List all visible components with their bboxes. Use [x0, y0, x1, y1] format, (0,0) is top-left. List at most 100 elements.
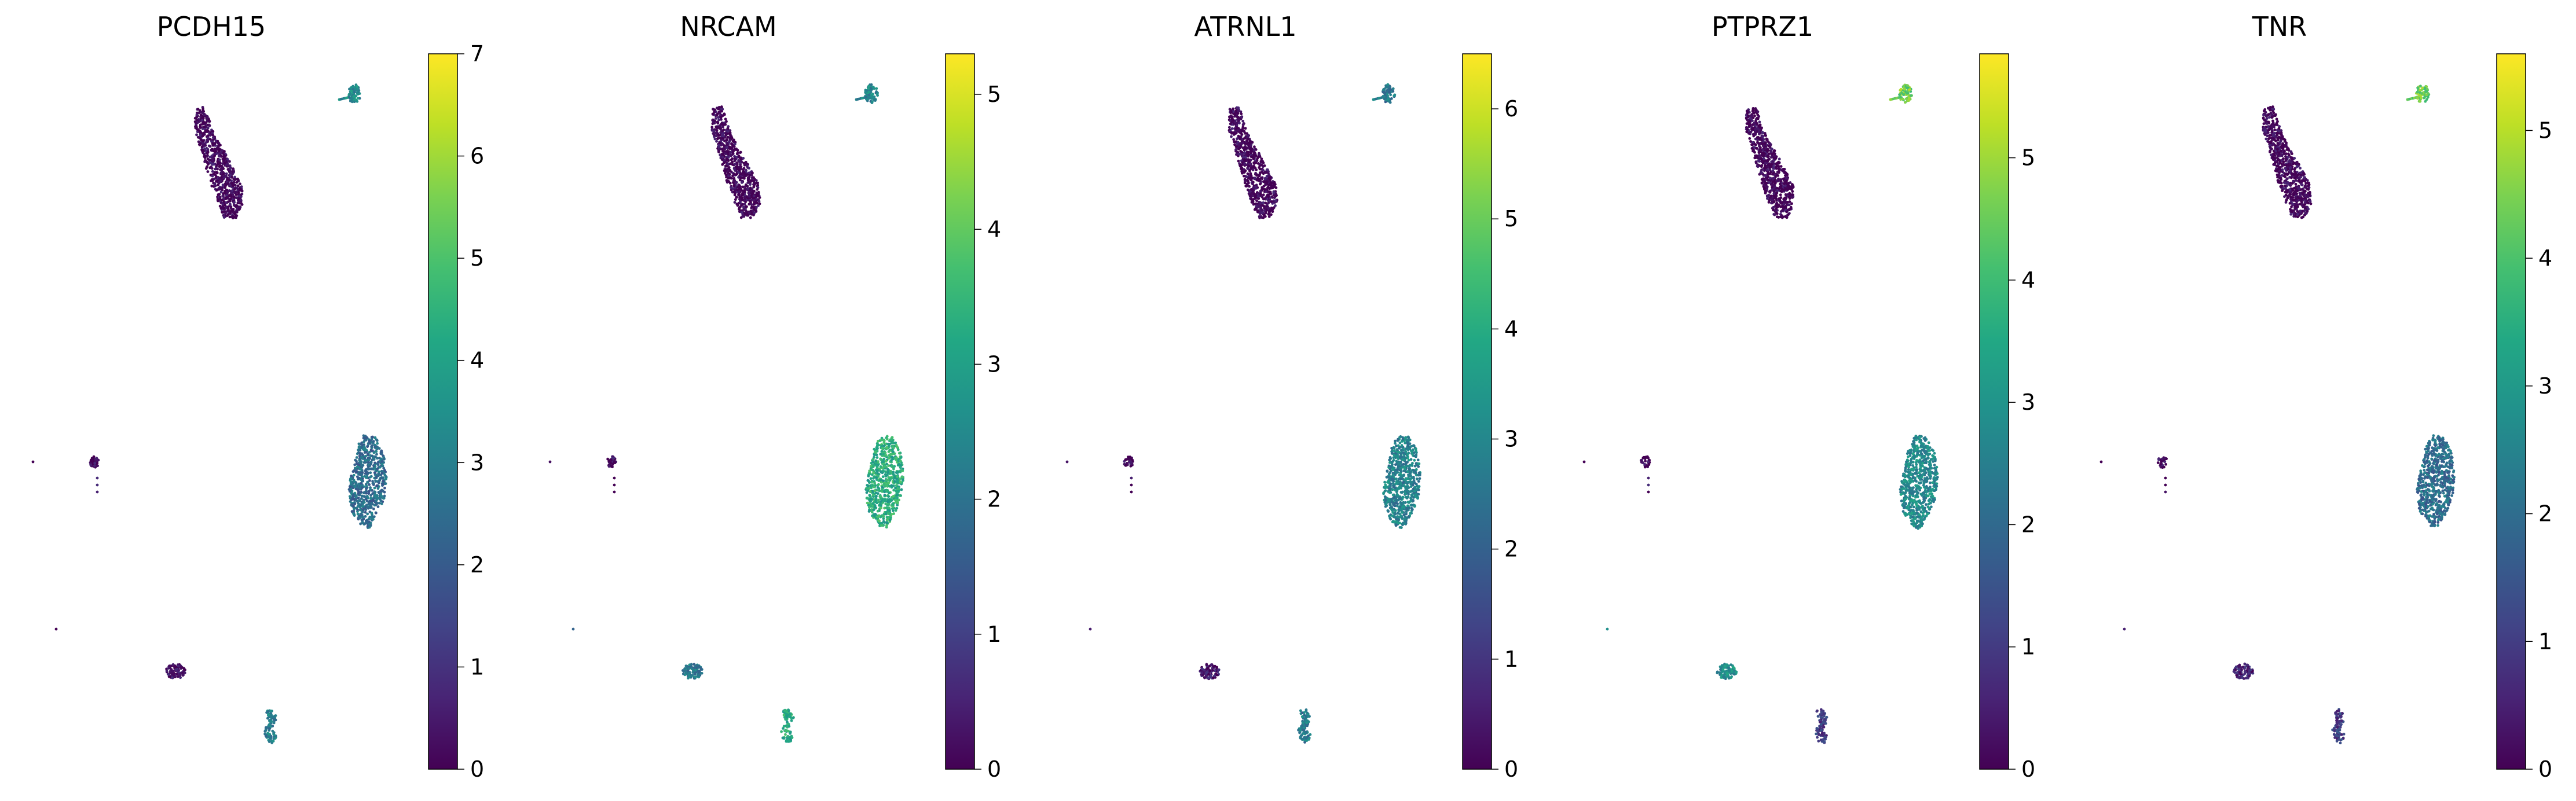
cell-point	[1124, 464, 1127, 467]
cell-point	[885, 446, 888, 449]
cell-point	[1395, 493, 1399, 496]
cell-point	[228, 203, 232, 205]
cell-point	[1390, 506, 1394, 509]
cell-point	[200, 119, 204, 122]
colorbar-tick-label: 7	[470, 41, 484, 67]
cell-point	[1215, 673, 1219, 677]
cell-point	[1255, 186, 1258, 190]
cell-point	[1265, 168, 1269, 171]
cell-point	[380, 488, 383, 492]
cell-point	[1389, 482, 1393, 486]
cell-point	[219, 151, 223, 155]
cell-point	[714, 134, 718, 138]
cell-point	[218, 193, 221, 196]
cell-point	[879, 479, 882, 482]
cell-point	[1398, 466, 1402, 469]
cell-point	[878, 503, 882, 506]
cell-point	[239, 182, 241, 186]
cell-point	[1386, 480, 1389, 484]
cell-point	[216, 162, 219, 166]
cell-point	[884, 512, 888, 516]
colorbar-tick-label: 5	[1504, 206, 1518, 232]
cell-point	[1261, 188, 1265, 191]
colorbar-tick-label: 2	[987, 487, 1001, 512]
cell-point	[364, 510, 367, 514]
cell-point	[613, 456, 615, 460]
cell-point	[1241, 141, 1244, 145]
cluster-left-islet	[548, 455, 618, 494]
cell-point	[226, 168, 230, 171]
cell-point	[1417, 488, 1420, 491]
cell-point	[1229, 122, 1232, 126]
cell-point	[721, 152, 724, 156]
cell-point	[353, 514, 356, 517]
cell-point	[217, 154, 221, 157]
cell-point	[352, 95, 356, 98]
cell-point	[1203, 676, 1207, 679]
cell-point	[1413, 458, 1416, 462]
cell-point	[207, 119, 211, 122]
cell-point	[877, 519, 880, 522]
cell-point	[710, 128, 714, 132]
cell-point	[752, 185, 756, 189]
cell-point	[225, 174, 228, 178]
cell-point	[697, 665, 701, 668]
cell-point	[899, 459, 902, 462]
cell-point	[360, 480, 364, 483]
cell-point	[200, 145, 204, 149]
cell-point	[868, 97, 871, 100]
cell-point	[890, 484, 893, 487]
cell-point	[1406, 447, 1410, 451]
cell-point	[735, 172, 739, 176]
cell-point	[372, 507, 375, 510]
cell-point	[723, 152, 727, 155]
cell-point	[206, 165, 208, 168]
cell-point	[871, 469, 875, 472]
cell-point	[749, 216, 752, 219]
cell-point	[376, 487, 380, 490]
cell-point	[894, 441, 897, 444]
cell-point	[375, 502, 378, 506]
cell-point	[1227, 126, 1231, 129]
cell-point	[1386, 83, 1390, 86]
cell-point	[738, 187, 741, 190]
cell-point	[354, 494, 357, 497]
cell-point	[200, 116, 204, 120]
cell-point	[372, 517, 375, 521]
cell-point	[217, 187, 221, 190]
cell-point	[1261, 171, 1264, 174]
cell-point	[875, 465, 878, 468]
cell-point	[1253, 155, 1256, 159]
cell-point	[727, 166, 731, 169]
cell-point	[360, 494, 364, 498]
cell-point	[224, 211, 228, 215]
cell-point	[195, 113, 199, 116]
cell-point	[1305, 724, 1308, 727]
cell-point	[735, 152, 739, 156]
cell-point	[357, 89, 361, 93]
cell-point	[1402, 462, 1405, 466]
colorbar-tick-label: 6	[1504, 96, 1518, 122]
cell-point	[1388, 476, 1391, 480]
cell-point	[233, 201, 236, 204]
cell-point	[871, 100, 874, 104]
cell-point	[738, 200, 742, 204]
cell-point	[881, 438, 884, 442]
cell-point	[723, 161, 725, 164]
cell-point	[882, 444, 886, 447]
cell-point	[221, 194, 225, 198]
cell-point	[1418, 477, 1421, 480]
cell-point	[374, 511, 378, 515]
cell-point	[356, 470, 359, 473]
cell-point	[226, 157, 229, 161]
cell-point	[364, 519, 368, 523]
cell-point	[745, 205, 748, 208]
cell-point	[1257, 204, 1260, 207]
cell-point	[235, 181, 239, 184]
cell-point	[732, 139, 735, 143]
cell-point	[714, 117, 717, 120]
cell-point	[880, 500, 882, 503]
cell-point	[237, 194, 241, 198]
cell-point	[1263, 177, 1267, 180]
cell-point	[198, 120, 201, 123]
